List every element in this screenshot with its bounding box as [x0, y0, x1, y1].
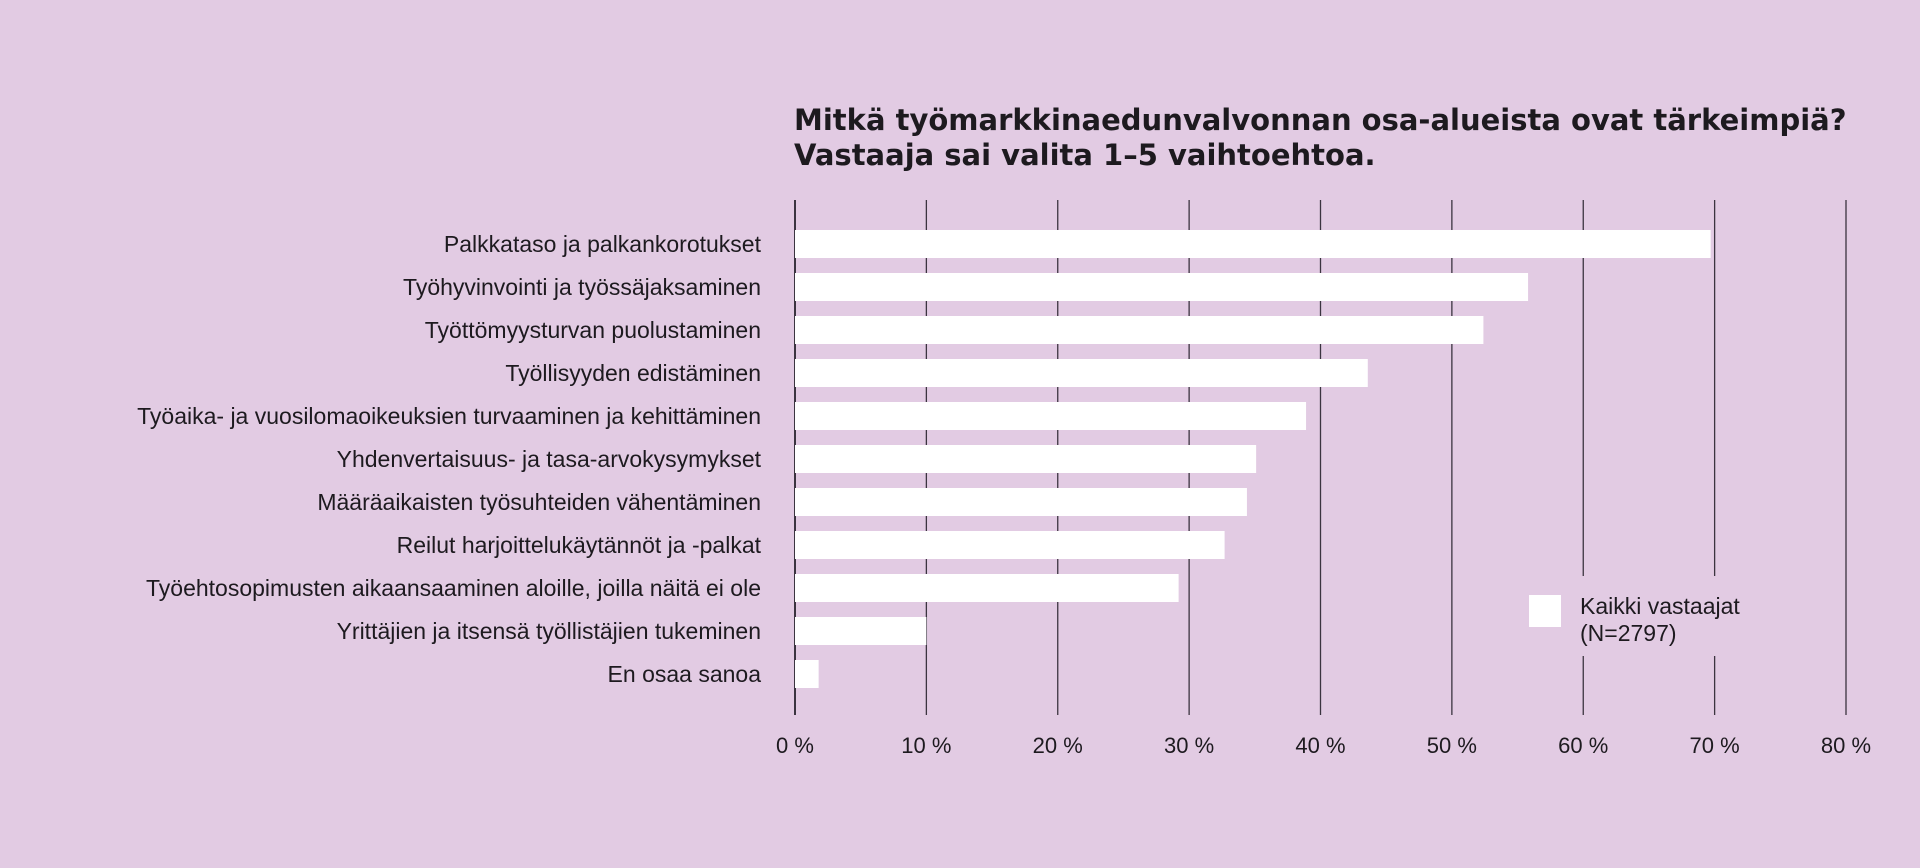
legend: Kaikki vastaajat (N=2797) — [1516, 576, 1782, 656]
bar-1 — [795, 230, 1711, 258]
bar-2 — [795, 273, 1529, 301]
x-tick-label-80: 80 % — [1821, 733, 1871, 758]
chart-title: Mitkä työmarkkinaedunvalvonnan osa-aluei… — [794, 103, 1847, 172]
bar-6 — [795, 445, 1257, 473]
bar-8 — [795, 531, 1225, 559]
category-labels: Palkkataso ja palkankorotukset Työhyvinvo… — [137, 231, 761, 687]
bar-5 — [795, 402, 1307, 430]
category-label-9: Työehtosopimusten aikaansaaminen aloille… — [146, 575, 761, 601]
chart-title-line-1: Mitkä työmarkkinaedunvalvonnan osa-aluei… — [794, 103, 1847, 137]
x-tick-label-40: 40 % — [1295, 733, 1345, 758]
category-label-11: En osaa sanoa — [608, 661, 762, 687]
x-tick-label-20: 20 % — [1033, 733, 1083, 758]
x-tick-label-70: 70 % — [1690, 733, 1740, 758]
x-axis-tick-labels: 0 % 10 % 20 % 30 % 40 % 50 % 60 % 70 % 80 % — [776, 733, 1871, 758]
bar-4 — [795, 359, 1368, 387]
bar-11 — [795, 660, 819, 688]
category-label-5: Työaika- ja vuosilomaoikeuksien turvaami… — [137, 403, 761, 429]
category-label-4: Työllisyyden edistäminen — [505, 360, 761, 386]
category-label-3: Työttömyysturvan puolustaminen — [425, 317, 761, 343]
category-label-2: Työhyvinvointi ja työssäjaksaminen — [403, 274, 761, 300]
legend-label-line-1: Kaikki vastaajat — [1580, 593, 1740, 619]
chart-title-line-2: Vastaaja sai valita 1–5 vaihtoehtoa. — [794, 138, 1376, 172]
category-label-6: Yhdenvertaisuus- ja tasa-arvokysymykset — [337, 446, 762, 472]
x-tick-label-10: 10 % — [901, 733, 951, 758]
bar-3 — [795, 316, 1484, 344]
category-label-7: Määräaikaisten työsuhteiden vähentäminen — [317, 489, 761, 515]
bar-10 — [795, 617, 927, 645]
x-tick-label-50: 50 % — [1427, 733, 1477, 758]
bar-7 — [795, 488, 1247, 516]
category-label-10: Yrittäjien ja itsensä työllistäjien tuke… — [337, 618, 761, 644]
bars — [795, 230, 1711, 688]
bar-9 — [795, 574, 1179, 602]
legend-swatch — [1529, 595, 1561, 627]
category-label-8: Reilut harjoittelukäytännöt ja -palkat — [397, 532, 762, 558]
legend-label-line-2: (N=2797) — [1580, 620, 1677, 646]
x-tick-label-0: 0 % — [776, 733, 814, 758]
x-tick-label-60: 60 % — [1558, 733, 1608, 758]
category-label-1: Palkkataso ja palkankorotukset — [444, 231, 762, 257]
x-tick-label-30: 30 % — [1164, 733, 1214, 758]
